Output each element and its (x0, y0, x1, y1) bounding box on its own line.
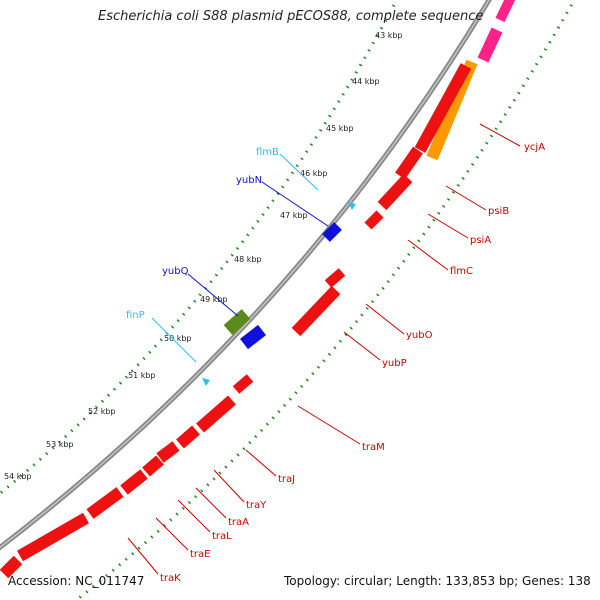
accession-text: Accession: NC_011747 (8, 574, 145, 588)
outer-leader-line (479, 123, 521, 147)
outer-gene-label: traK (160, 573, 181, 584)
cds-top-b (395, 146, 423, 180)
kbp-tick-label: 52 kbp (88, 407, 116, 416)
outer-leader-line (445, 185, 487, 211)
outer-gene-label: traM (362, 442, 385, 453)
outer-leader-line (177, 499, 211, 533)
kbp-tick-label: 54 kbp (4, 472, 32, 481)
cds-yubO (291, 285, 341, 337)
outer-leader-line (195, 487, 227, 519)
outer-gene-label: yubO (406, 330, 433, 341)
topology-summary: Topology: circular; Length: 133,853 bp; … (284, 574, 591, 588)
outer-leader-line (155, 517, 189, 551)
kbp-tick-labels: 43 kbp 44 kbp 45 kbp 46 kbp 47 kbp 48 kbp 49 k… (4, 31, 403, 481)
kbp-tick-label: 44 kbp (352, 77, 380, 86)
outer-gene-label: psiA (470, 235, 491, 246)
outer-gene-label: traY (246, 500, 267, 511)
outer-tick-ring (73, 0, 577, 600)
outer-leader-line (127, 537, 159, 575)
kbp-tick-label: 50 kbp (164, 334, 192, 343)
cds-traK-a (86, 487, 124, 519)
outer-gene-label: flmC (450, 266, 473, 277)
cds-traM (232, 374, 254, 394)
cds-traL (142, 455, 164, 477)
outer-leader-line (297, 405, 361, 445)
cds-traA (156, 441, 180, 463)
kbp-tick-label: 51 kbp (128, 371, 156, 380)
inner-leader-line (279, 153, 319, 191)
cds-traJ (196, 395, 236, 433)
kbp-tick-label: 53 kbp (46, 440, 74, 449)
kbp-tick-label: 43 kbp (375, 31, 403, 40)
outer-leader-line (407, 239, 449, 271)
gene-yubQ-blue (240, 324, 266, 350)
kbp-tick-label: 49 kbp (200, 295, 228, 304)
gene-finP (202, 378, 210, 386)
inner-gene-label: yubN (236, 175, 262, 186)
map-title: Escherichia coli S88 plasmid pECOS88, co… (98, 9, 484, 24)
kbp-tick-label: 46 kbp (300, 169, 328, 178)
cds-traY (176, 425, 200, 449)
inner-leader-line (151, 317, 197, 363)
gene-yubN (322, 222, 342, 242)
outer-gene-label: traL (212, 531, 232, 542)
cds-psiA (364, 210, 384, 230)
backbone-ring (0, 0, 492, 551)
outer-gene-label: traE (190, 549, 210, 560)
gene-pink-top (495, 0, 516, 23)
gene-yubQ (223, 309, 251, 335)
outer-leader-line (343, 331, 381, 361)
inner-gene-label: yubQ (162, 266, 189, 277)
cds-traK-c (0, 555, 23, 579)
cds-top-a (414, 63, 472, 153)
gene-flmB (348, 202, 356, 210)
cds-traK-b (17, 512, 89, 562)
inner-gene-label: flmB (256, 147, 279, 158)
outer-leader-line (245, 449, 277, 477)
outer-leader-line (213, 469, 245, 503)
outer-gene-label: traA (228, 517, 249, 528)
gene-labels: flmB yubN yubQ finP ycjA psiB psiA flmC yubO yubP… (126, 123, 545, 584)
kbp-tick-label: 45 kbp (326, 124, 354, 133)
inner-gene-label: finP (126, 310, 145, 321)
gene-pink (477, 27, 503, 63)
inner-leader-line (187, 273, 239, 317)
outer-gene-label: yubP (382, 358, 407, 369)
backbone-highlight (0, 0, 490, 549)
kbp-tick-label: 47 kbp (280, 211, 308, 220)
gene-features (0, 0, 516, 579)
outer-gene-label: ycjA (524, 142, 545, 153)
outer-gene-label: traJ (278, 474, 295, 485)
kbp-tick-label: 48 kbp (234, 255, 262, 264)
outer-leader-line (365, 303, 405, 335)
outer-leader-line (427, 213, 469, 239)
inner-leader-line (261, 181, 329, 227)
cds-traE (120, 469, 148, 495)
outer-gene-label: psiB (488, 206, 509, 217)
cds-psiB (377, 173, 413, 211)
cds-flmC (324, 268, 346, 288)
